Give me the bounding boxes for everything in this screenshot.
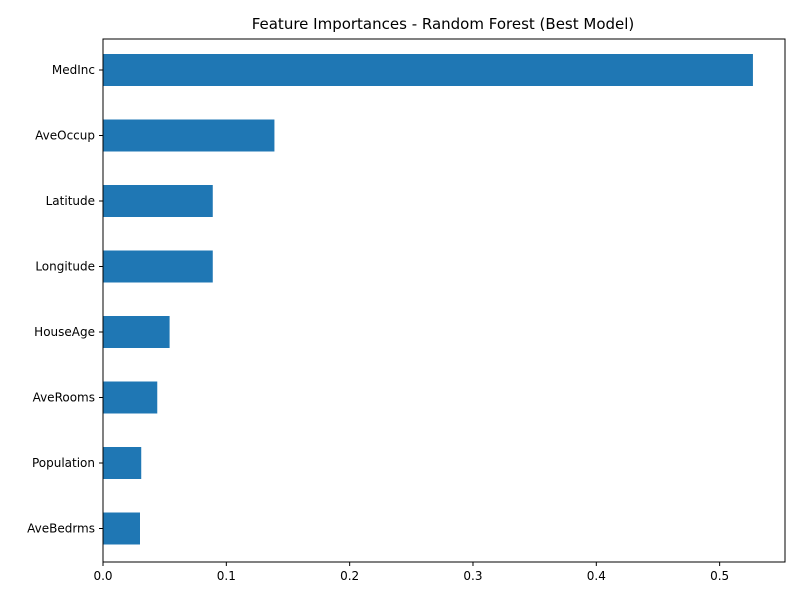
x-tick-label: 0.3 bbox=[463, 569, 482, 583]
y-tick-label-averooms: AveRooms bbox=[33, 391, 95, 405]
bar-population bbox=[103, 447, 142, 479]
bar-avebedrms bbox=[103, 512, 140, 545]
y-tick-label-aveoccup: AveOccup bbox=[35, 129, 95, 143]
bar-medinc bbox=[103, 54, 753, 86]
bar-latitude bbox=[103, 185, 213, 217]
bar-longitude bbox=[103, 250, 213, 283]
y-tick-label-houseage: HouseAge bbox=[34, 325, 95, 339]
plot-frame bbox=[102, 38, 786, 563]
bar-averooms bbox=[103, 381, 158, 414]
x-tick-label: 0.0 bbox=[93, 569, 112, 583]
chart-title: Feature Importances - Random Forest (Bes… bbox=[252, 15, 635, 33]
bar-houseage bbox=[103, 316, 170, 348]
x-axis-ticks: 0.0 0.1 0.2 0.3 0.4 0.5 bbox=[93, 562, 729, 583]
y-axis-ticks: MedInc AveOccup Latitude Longitude HouseAge A… bbox=[27, 63, 103, 536]
bars-group bbox=[103, 54, 753, 545]
y-tick-label-latitude: Latitude bbox=[46, 194, 95, 208]
y-tick-label-longitude: Longitude bbox=[35, 260, 95, 274]
y-tick-label-avebedrms: AveBedrms bbox=[27, 522, 95, 536]
y-tick-label-medinc: MedInc bbox=[52, 63, 95, 77]
x-tick-label: 0.4 bbox=[587, 569, 606, 583]
bar-aveoccup bbox=[103, 119, 275, 152]
x-tick-label: 0.2 bbox=[340, 569, 359, 583]
y-tick-label-population: Population bbox=[32, 456, 95, 470]
x-tick-label: 0.5 bbox=[710, 569, 729, 583]
x-tick-label: 0.1 bbox=[217, 569, 236, 583]
